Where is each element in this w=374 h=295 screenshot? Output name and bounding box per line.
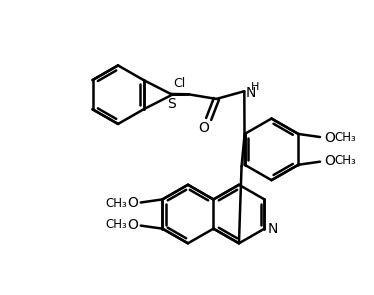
Text: N: N xyxy=(268,222,278,236)
Text: O: O xyxy=(127,196,138,210)
Text: CH₃: CH₃ xyxy=(335,154,356,167)
Text: CH₃: CH₃ xyxy=(335,131,356,144)
Text: O: O xyxy=(199,121,209,135)
Text: O: O xyxy=(324,154,335,168)
Text: Cl: Cl xyxy=(173,77,186,90)
Text: S: S xyxy=(167,97,176,111)
Text: H: H xyxy=(251,82,259,92)
Text: CH₃: CH₃ xyxy=(105,197,127,210)
Text: O: O xyxy=(127,218,138,232)
Text: N: N xyxy=(246,86,256,100)
Text: CH₃: CH₃ xyxy=(105,218,127,231)
Text: O: O xyxy=(324,131,335,145)
